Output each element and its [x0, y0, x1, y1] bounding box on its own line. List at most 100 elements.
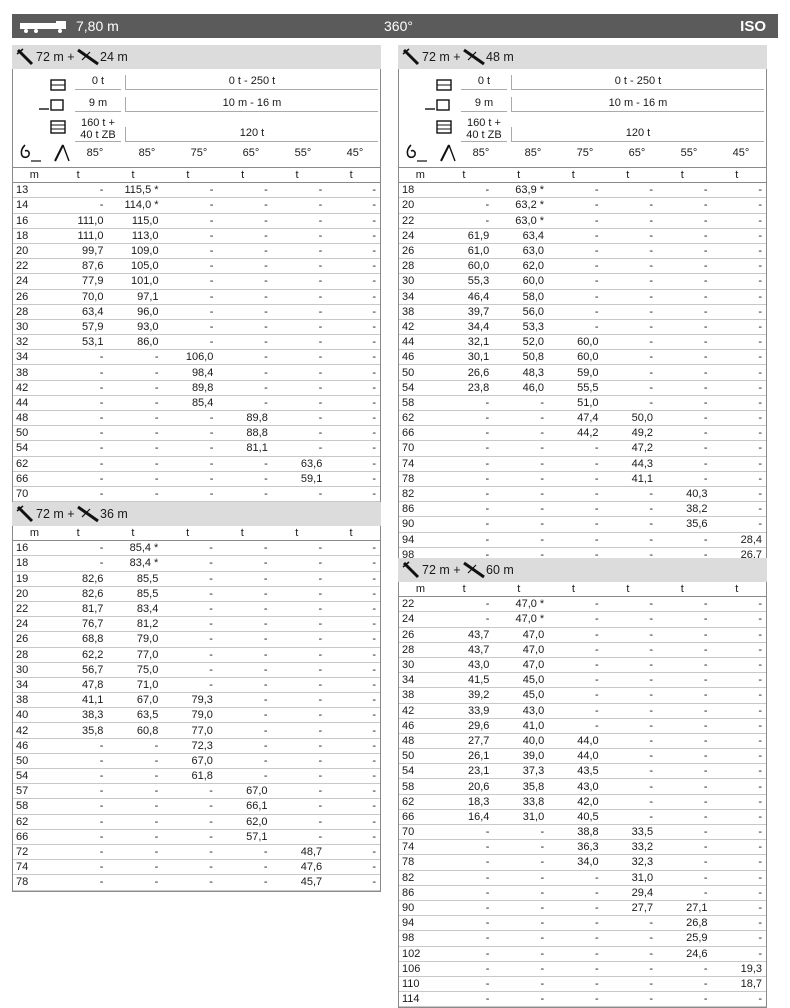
load-cell: -: [154, 412, 159, 425]
load-cell: 62,0: [246, 815, 268, 828]
radius-cell: 38: [16, 366, 29, 379]
load-cell: 105,0: [131, 260, 159, 273]
load-cell: 43,0: [577, 780, 599, 793]
load-cell: -: [485, 472, 490, 485]
load-cell: 81,7: [81, 603, 104, 616]
outrigger-icon: [425, 99, 450, 111]
load-cell: 26,7: [740, 548, 762, 561]
load-cell: -: [372, 542, 376, 555]
radius-cell: 62: [402, 795, 415, 808]
radius-cell: 24: [402, 613, 415, 626]
load-cell: -: [372, 260, 376, 273]
load-cell: 48,3: [522, 366, 545, 379]
unit-cell: t: [517, 169, 521, 182]
angle-header: 65°: [628, 147, 646, 159]
table-row: 20 - 63,2 * - - - -: [399, 198, 766, 214]
load-cell: -: [540, 902, 545, 915]
load-table: m t t t t t t 13 - 115,5 * - - - - 14 - 114,0 * - - - - 16 111…: [13, 168, 380, 502]
table-row: 74 - - - - 47,6 -: [13, 860, 380, 875]
load-cell: 41,5: [468, 674, 490, 687]
load-cell: -: [264, 320, 268, 333]
radius-cell: 44: [16, 396, 29, 409]
jib-length-label: 24 m: [100, 50, 128, 64]
load-cell: -: [485, 184, 490, 197]
load-panel-36m: 72 m + 36 m m t t t t t t 16-85,4 * - - - -18-83,4 *…: [12, 502, 381, 892]
outrigger-range: 10 m - 16 m: [125, 97, 378, 112]
load-cell: 18,7: [740, 977, 762, 990]
load-cell: -: [99, 800, 104, 813]
load-cell: -: [372, 245, 376, 258]
radius-cell: 66: [402, 810, 415, 823]
load-cell: -: [154, 861, 159, 874]
table-row: 90 - - - 27,7 27,1 -: [399, 900, 766, 916]
angle-header: 45°: [346, 147, 364, 159]
load-cell: -: [540, 947, 545, 960]
load-cell: -: [594, 977, 599, 990]
load-cell: 61,9: [467, 229, 490, 242]
load-cell: -: [209, 412, 214, 425]
load-cell: -: [209, 572, 213, 585]
load-cell: -: [703, 977, 708, 990]
load-cell: -: [594, 275, 599, 288]
load-cell: -: [372, 739, 376, 752]
load-cell: -: [703, 533, 708, 546]
load-cell: -: [485, 214, 490, 227]
load-cell: -: [264, 184, 268, 197]
radius-cell: 46: [402, 719, 415, 732]
load-cell: 39,0: [522, 750, 545, 763]
load-cell: -: [372, 603, 376, 616]
table-row: 70 - - 38,8 33,5 - -: [399, 825, 766, 840]
unit-cell: t: [680, 169, 684, 182]
load-cell: -: [703, 719, 708, 732]
load-cell: 45,7: [300, 876, 323, 889]
load-cell: 27,7: [468, 734, 490, 747]
load-cell: -: [540, 856, 545, 869]
load-cell: -: [649, 396, 654, 409]
table-row: 62 18,3 33,8 42,0 - - -: [399, 794, 766, 810]
load-cell: -: [540, 871, 545, 884]
load-cell: 18,3: [468, 795, 490, 808]
load-cell: -: [758, 750, 762, 763]
load-cell: 85,5: [136, 587, 159, 600]
radius-cell: 16: [16, 214, 29, 227]
load-cell: -: [372, 472, 376, 485]
load-cell: 77,0: [136, 648, 159, 661]
table-row: 38 - - 98,4 - - -: [13, 365, 380, 381]
table-row: 22 - 63,0 * - - - -: [399, 213, 766, 229]
load-cell: 30,1: [467, 351, 490, 364]
load-cell: -: [540, 932, 545, 945]
table-row: 102 - - - - 24,6 -: [399, 946, 766, 962]
table-row: 70 - - - 47,2 - -: [399, 441, 766, 457]
load-cell: -: [318, 739, 323, 752]
load-cell: 53,1: [82, 336, 104, 349]
load-cell: -: [703, 628, 708, 641]
load-cell: 29,6: [468, 719, 490, 732]
panel-title-bar: 72 m + 60 m: [398, 558, 767, 582]
load-cell: -: [649, 351, 654, 364]
load-cell: -: [264, 245, 268, 258]
load-cell: -: [594, 184, 599, 197]
table-row: 26 70,0 97,1 - - - -: [13, 289, 380, 305]
radius-cell: 19: [16, 572, 29, 585]
load-cell: -: [594, 598, 599, 611]
angle-header: 85°: [524, 147, 542, 159]
load-cell: -: [649, 548, 654, 561]
load-cell: -: [703, 320, 708, 333]
load-cell: -: [649, 810, 654, 823]
load-cell: -: [372, 336, 376, 349]
table-row: 86 - - - 29,4 - -: [399, 885, 766, 901]
load-cell: -: [209, 199, 214, 212]
load-cell: -: [758, 488, 762, 501]
load-cell: -: [209, 214, 214, 227]
load-cell: -: [263, 572, 268, 585]
load-cell: -: [758, 917, 762, 930]
load-cell: -: [540, 442, 545, 455]
load-cell: -: [318, 351, 323, 364]
load-cell: -: [703, 381, 708, 394]
table-row: 26 61,0 63,0 - - - -: [399, 243, 766, 259]
load-cell: -: [703, 826, 708, 839]
load-cell: -: [649, 336, 654, 349]
load-cell: -: [594, 518, 599, 531]
load-cell: -: [318, 663, 323, 676]
radius-cell: 106: [402, 962, 421, 975]
